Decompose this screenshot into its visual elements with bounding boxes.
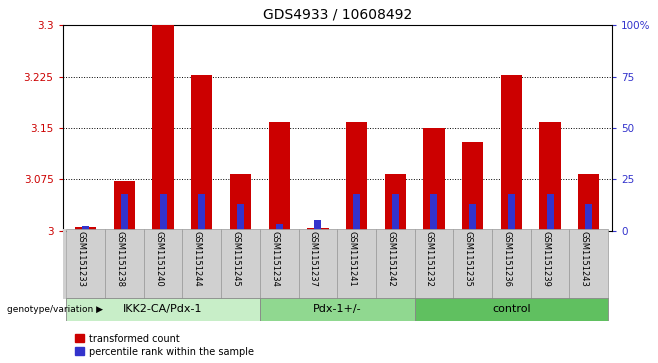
Text: IKK2-CA/Pdx-1: IKK2-CA/Pdx-1 xyxy=(123,305,203,314)
Bar xyxy=(121,193,128,231)
Bar xyxy=(114,181,135,231)
Bar xyxy=(462,142,483,231)
Bar xyxy=(315,220,321,231)
Text: GSM1151239: GSM1151239 xyxy=(541,231,550,287)
Bar xyxy=(268,122,290,231)
Text: GSM1151238: GSM1151238 xyxy=(115,231,124,287)
Bar xyxy=(105,229,143,299)
Bar xyxy=(230,175,251,231)
Text: GSM1151243: GSM1151243 xyxy=(580,231,589,287)
Bar xyxy=(63,229,66,299)
Text: GSM1151232: GSM1151232 xyxy=(425,231,434,287)
Text: GSM1151241: GSM1151241 xyxy=(347,231,357,286)
Bar xyxy=(160,193,166,231)
Text: genotype/variation ▶: genotype/variation ▶ xyxy=(7,305,103,314)
Bar xyxy=(143,229,182,299)
Text: GSM1151242: GSM1151242 xyxy=(386,231,395,286)
Bar xyxy=(423,128,445,231)
Bar xyxy=(66,298,260,321)
Bar xyxy=(585,204,592,231)
Bar xyxy=(198,193,205,231)
Text: GSM1151233: GSM1151233 xyxy=(77,231,86,287)
Bar xyxy=(508,193,515,231)
Bar xyxy=(531,229,569,299)
Bar xyxy=(237,204,244,231)
Text: GSM1151234: GSM1151234 xyxy=(270,231,279,287)
Text: control: control xyxy=(492,305,530,314)
Bar xyxy=(569,229,608,299)
Bar xyxy=(501,75,522,231)
Bar xyxy=(353,193,360,231)
Text: GSM1151245: GSM1151245 xyxy=(232,231,240,286)
Bar xyxy=(337,229,376,299)
Bar xyxy=(221,229,260,299)
Bar xyxy=(276,224,283,231)
Text: GSM1151236: GSM1151236 xyxy=(502,231,511,287)
Bar xyxy=(376,229,415,299)
Text: GSM1151240: GSM1151240 xyxy=(154,231,163,286)
Bar xyxy=(453,229,492,299)
Bar xyxy=(392,193,399,231)
Bar xyxy=(492,229,531,299)
Bar xyxy=(82,227,89,231)
Bar xyxy=(260,298,415,321)
Bar xyxy=(260,229,299,299)
Bar xyxy=(66,229,105,299)
Bar xyxy=(578,175,599,231)
Bar xyxy=(430,193,438,231)
Bar xyxy=(540,122,561,231)
Text: Pdx-1+/-: Pdx-1+/- xyxy=(313,305,361,314)
Text: GSM1151235: GSM1151235 xyxy=(464,231,472,287)
Bar xyxy=(182,229,221,299)
Bar xyxy=(346,122,367,231)
Bar xyxy=(191,75,213,231)
Bar xyxy=(415,229,453,299)
Bar xyxy=(153,24,174,231)
Text: GSM1151244: GSM1151244 xyxy=(193,231,202,286)
Legend: transformed count, percentile rank within the sample: transformed count, percentile rank withi… xyxy=(70,330,258,360)
Bar xyxy=(299,229,337,299)
Bar xyxy=(415,298,608,321)
Bar xyxy=(385,175,406,231)
Bar xyxy=(75,227,96,231)
Bar xyxy=(547,193,553,231)
Text: GSM1151237: GSM1151237 xyxy=(309,231,318,287)
Title: GDS4933 / 10608492: GDS4933 / 10608492 xyxy=(263,8,412,21)
Bar xyxy=(307,228,328,231)
Bar xyxy=(469,204,476,231)
